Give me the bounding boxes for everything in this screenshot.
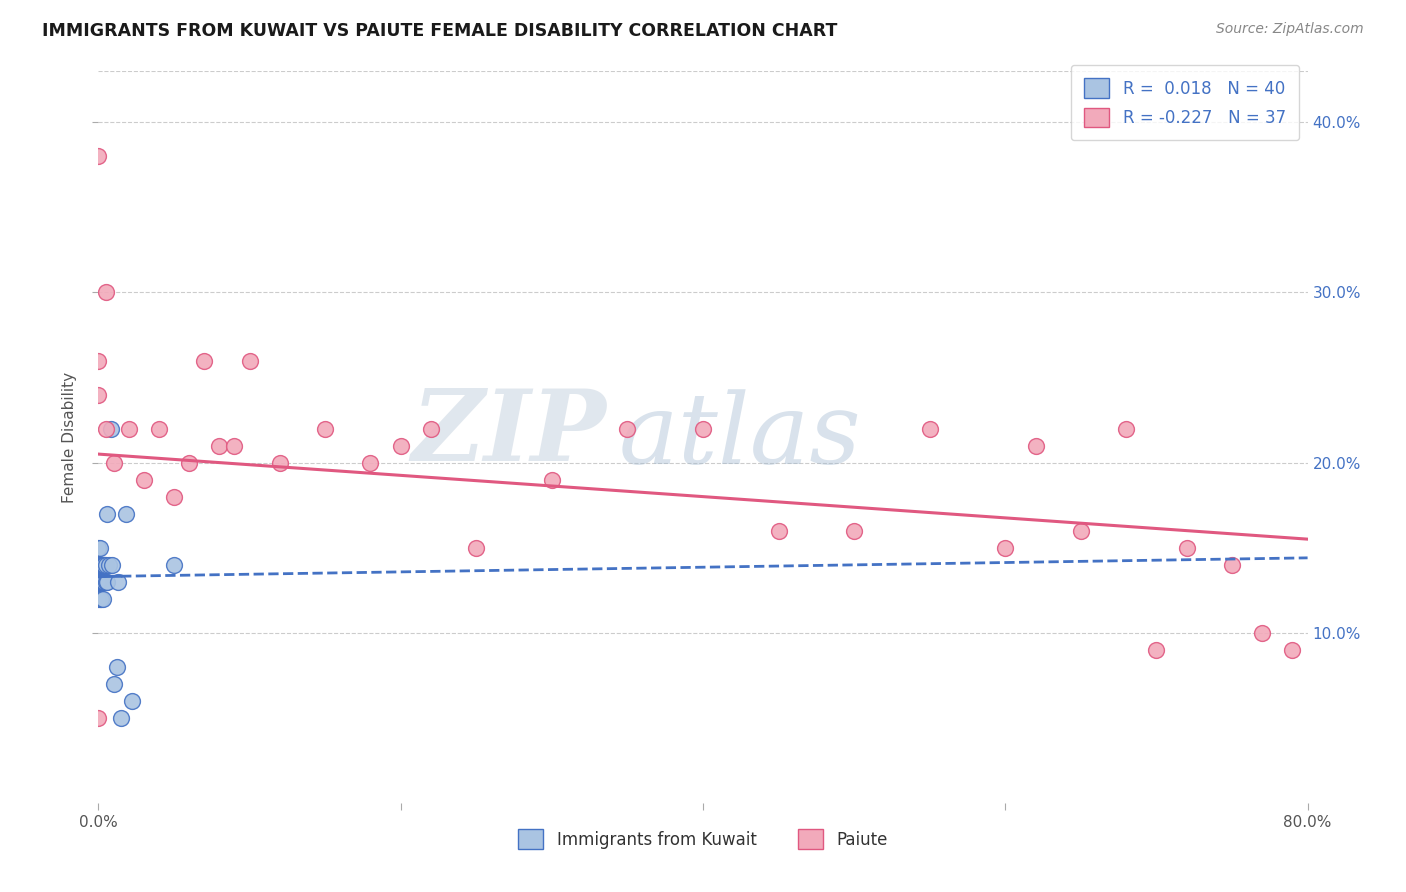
Point [91, 591, 114, 606]
Point [163, 490, 186, 504]
Point [89, 574, 111, 589]
Point [1070, 524, 1092, 538]
Point [1220, 558, 1243, 572]
Point [163, 558, 186, 572]
Point [87, 711, 110, 725]
Point [179, 456, 201, 470]
Point [87, 387, 110, 401]
Point [269, 456, 291, 470]
Point [101, 558, 124, 572]
Text: atlas: atlas [619, 390, 860, 484]
Point [1115, 421, 1137, 435]
Text: ZIP: ZIP [412, 385, 606, 482]
Y-axis label: Female Disability: Female Disability [62, 371, 77, 503]
Point [89, 591, 111, 606]
Point [87, 558, 110, 572]
Point [87, 149, 110, 163]
Point [90, 558, 112, 572]
Point [105, 659, 128, 673]
Point [94, 421, 117, 435]
Point [98, 558, 121, 572]
Legend: Immigrants from Kuwait, Paiute: Immigrants from Kuwait, Paiute [506, 818, 900, 860]
Point [93, 574, 115, 589]
Point [420, 421, 443, 435]
Point [89, 541, 111, 555]
Point [87, 541, 110, 555]
Point [110, 711, 132, 725]
Point [87, 574, 110, 589]
Point [616, 421, 638, 435]
Point [132, 473, 155, 487]
Point [93, 558, 115, 572]
Point [100, 421, 122, 435]
Text: Source: ZipAtlas.com: Source: ZipAtlas.com [1216, 22, 1364, 37]
Point [103, 456, 125, 470]
Point [90, 574, 112, 589]
Point [107, 574, 129, 589]
Point [89, 558, 111, 572]
Point [87, 591, 110, 606]
Point [692, 421, 714, 435]
Point [148, 421, 170, 435]
Point [239, 353, 262, 368]
Point [91, 574, 114, 589]
Point [224, 439, 246, 453]
Point [90, 558, 112, 572]
Point [208, 439, 231, 453]
Point [193, 353, 215, 368]
Point [994, 541, 1017, 555]
Point [1144, 642, 1167, 657]
Point [87, 558, 110, 572]
Point [114, 507, 136, 521]
Point [87, 558, 110, 572]
Point [89, 574, 111, 589]
Point [94, 558, 117, 572]
Point [540, 473, 562, 487]
Point [844, 524, 866, 538]
Point [918, 421, 941, 435]
Point [389, 439, 412, 453]
Point [90, 591, 112, 606]
Point [87, 353, 110, 368]
Point [121, 694, 143, 708]
Point [89, 558, 111, 572]
Point [93, 558, 115, 572]
Point [360, 456, 382, 470]
Point [1251, 625, 1274, 640]
Point [94, 574, 117, 589]
Point [91, 558, 114, 572]
Point [87, 574, 110, 589]
Point [465, 541, 488, 555]
Point [1175, 541, 1198, 555]
Point [103, 677, 125, 691]
Point [314, 421, 336, 435]
Point [96, 507, 118, 521]
Point [118, 421, 141, 435]
Point [1281, 642, 1303, 657]
Point [91, 574, 114, 589]
Point [1024, 439, 1046, 453]
Point [87, 574, 110, 589]
Point [768, 524, 790, 538]
Point [96, 574, 118, 589]
Point [94, 285, 117, 300]
Text: IMMIGRANTS FROM KUWAIT VS PAIUTE FEMALE DISABILITY CORRELATION CHART: IMMIGRANTS FROM KUWAIT VS PAIUTE FEMALE … [42, 22, 838, 40]
Point [90, 574, 112, 589]
